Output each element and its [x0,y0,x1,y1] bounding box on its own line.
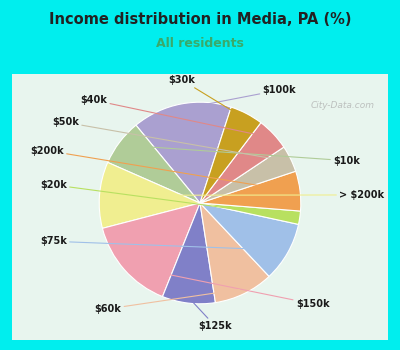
Text: City-Data.com: City-Data.com [311,101,375,110]
Text: $20k: $20k [40,180,292,217]
Wedge shape [200,203,269,303]
Text: $40k: $40k [80,95,267,137]
FancyBboxPatch shape [4,68,396,345]
Text: $50k: $50k [52,117,283,161]
Text: $150k: $150k [131,267,329,309]
Text: > $200k: > $200k [107,190,384,200]
Wedge shape [200,203,300,224]
Wedge shape [200,203,298,276]
Wedge shape [200,122,284,203]
Text: $60k: $60k [94,289,239,314]
Wedge shape [102,203,200,296]
Text: All residents: All residents [156,37,244,50]
Text: $75k: $75k [40,236,280,250]
Wedge shape [200,107,261,203]
Wedge shape [200,171,301,211]
Text: $100k: $100k [185,85,296,108]
Text: $30k: $30k [168,75,242,117]
Text: $200k: $200k [30,146,292,191]
Wedge shape [162,203,216,304]
Wedge shape [108,125,200,203]
Text: $10k: $10k [126,145,360,166]
Wedge shape [200,147,296,203]
Wedge shape [136,102,231,203]
Text: $125k: $125k [191,300,232,331]
Text: Income distribution in Media, PA (%): Income distribution in Media, PA (%) [49,12,351,27]
Wedge shape [99,162,200,228]
